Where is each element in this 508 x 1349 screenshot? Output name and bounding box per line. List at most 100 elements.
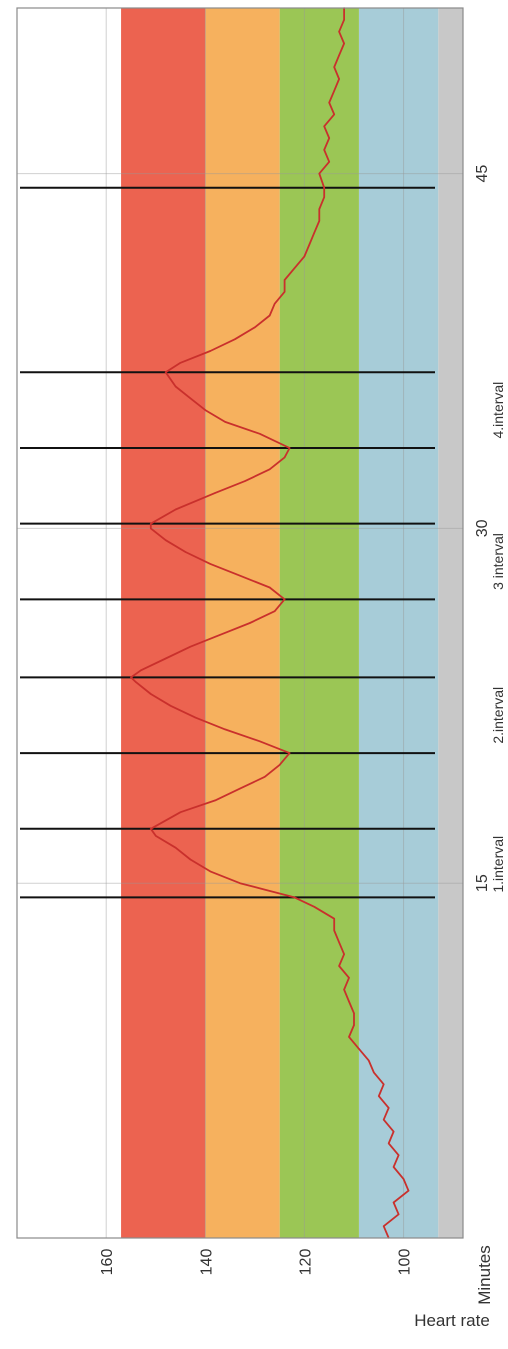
series-point-0-19 [353, 1012, 355, 1014]
series-point-0-47 [135, 681, 137, 683]
y-tick-label-3: 160 [99, 1249, 116, 1276]
series-point-0-9 [392, 1130, 395, 1133]
zone-band-4 [121, 8, 206, 1238]
series-point-0-30 [239, 882, 241, 884]
series-point-0-67 [283, 456, 286, 459]
series-line-0 [130, 8, 410, 1239]
series-point-0-40 [278, 764, 281, 766]
series-point-0-16 [358, 1048, 360, 1050]
series-point-0-21 [343, 988, 345, 991]
series-point-0-98 [333, 90, 335, 92]
interval-label-3: 4.interval [490, 382, 506, 439]
series-point-0-78 [254, 326, 256, 328]
series-point-0-86 [313, 232, 315, 234]
series-point-0-55 [283, 598, 286, 600]
series-point-0-29 [293, 896, 296, 899]
series-point-0-32 [189, 858, 192, 861]
series-point-0-93 [323, 149, 325, 151]
series-point-0-72 [189, 397, 192, 399]
series-point-0-69 [259, 433, 261, 435]
series-point-0-43 [224, 728, 226, 731]
interval-label-0: 1.interval [490, 836, 506, 893]
series-point-0-80 [274, 303, 276, 305]
series-point-0-96 [333, 113, 335, 116]
series-point-0-89 [323, 196, 325, 198]
series-point-0-39 [264, 776, 266, 778]
plot-frame [16, 7, 464, 1239]
series-point-0-65 [244, 480, 246, 482]
series-point-0-103 [338, 31, 340, 33]
series-point-0-34 [155, 835, 157, 837]
series-point-0-68 [288, 447, 291, 449]
series-point-0-42 [259, 740, 261, 742]
series-point-0-74 [165, 371, 167, 373]
series-point-0-18 [353, 1024, 355, 1026]
y-tick-label-0: 100 [397, 1249, 414, 1276]
x-tick-label-2: 45 [474, 165, 491, 183]
series-point-0-75 [179, 362, 182, 364]
axis-titles: Minutes Heart rate [414, 1245, 494, 1330]
interval-boundaries [20, 186, 435, 899]
series-point-0-6 [392, 1166, 395, 1168]
interval-label-1: 2.interval [490, 687, 506, 744]
series-point-0-2 [397, 1213, 400, 1216]
series-point-0-27 [333, 918, 335, 920]
series-point-0-52 [219, 634, 221, 636]
series-point-0-20 [348, 1000, 350, 1003]
series-point-0-41 [288, 752, 291, 754]
series-point-0-5 [402, 1178, 405, 1180]
series-point-0-82 [283, 279, 286, 281]
series-point-0-13 [383, 1083, 385, 1086]
series-point-0-12 [378, 1095, 380, 1097]
series-point-0-14 [373, 1071, 375, 1074]
series-point-0-63 [174, 508, 177, 511]
series-point-0-97 [328, 101, 330, 104]
x-axis-title: Minutes [475, 1245, 494, 1305]
series-point-0-10 [383, 1119, 385, 1121]
series-point-0-79 [269, 314, 271, 317]
series-point-0-59 [184, 551, 187, 553]
series-point-0-85 [308, 243, 311, 246]
y-tick-label-2: 140 [198, 1249, 215, 1276]
zone-band-2 [279, 8, 359, 1238]
series-point-0-73 [174, 385, 177, 388]
series-point-0-33 [174, 847, 177, 849]
series-point-0-44 [194, 716, 197, 719]
series-point-0-15 [368, 1059, 370, 1062]
series-point-0-88 [318, 208, 320, 210]
series-point-0-7 [397, 1154, 400, 1156]
series-group [130, 7, 410, 1239]
x-tick-label-0: 15 [474, 874, 491, 892]
zone-band-1 [358, 8, 439, 1238]
series-point-0-48 [130, 676, 132, 679]
interval-label-2: 3 interval [490, 533, 506, 590]
series-point-0-56 [269, 586, 271, 589]
y-axis-title: Heart rate [414, 1311, 490, 1330]
series-point-0-3 [392, 1201, 395, 1204]
series-point-0-84 [303, 255, 306, 258]
series-point-0-66 [269, 468, 271, 470]
series-point-0-23 [338, 965, 340, 967]
series-point-0-1 [383, 1225, 385, 1227]
series-point-0-28 [313, 906, 315, 908]
series-point-0-99 [338, 78, 340, 80]
series-point-0-62 [150, 523, 152, 525]
series-point-0-87 [318, 220, 320, 222]
series-point-0-61 [150, 527, 152, 530]
series-point-0-36 [179, 811, 182, 813]
grid-lines [17, 8, 463, 1238]
series-point-0-46 [150, 693, 152, 695]
series-point-0-22 [348, 977, 350, 979]
series-point-0-35 [150, 828, 152, 830]
series-point-0-94 [328, 137, 330, 139]
y-tick-label-1: 120 [297, 1249, 314, 1276]
tick-labels: 100 120 140 160 15 30 45 1.interval 2.interval 3 … [99, 165, 506, 1276]
series-point-0-101 [338, 54, 340, 56]
series-point-0-92 [328, 161, 330, 163]
series-point-0-76 [209, 350, 211, 352]
series-point-0-24 [343, 953, 345, 955]
series-point-0-91 [318, 172, 320, 175]
series-point-0-70 [224, 421, 226, 423]
series-point-0-95 [323, 125, 325, 128]
